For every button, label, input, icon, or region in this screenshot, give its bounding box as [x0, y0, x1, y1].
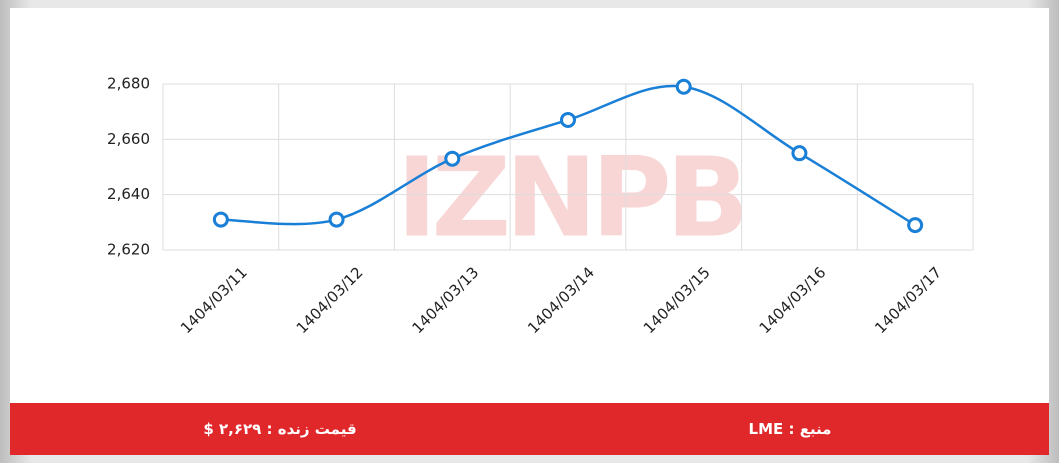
x-tick-label: 1404/03/14: [524, 263, 598, 337]
x-tick-label: 1404/03/17: [871, 263, 945, 337]
x-tick-label: 1404/03/11: [177, 263, 251, 337]
y-tick-label: 2,660: [107, 130, 150, 148]
footer: قیمت زنده : ۲,۶۲۹ $ منبع : LME: [10, 403, 1049, 455]
point: [444, 150, 461, 167]
point: [212, 211, 229, 228]
card: IZNPB 2,620 2,640 2,660 2,680 1404/03/11 1404…: [10, 8, 1049, 455]
point: [560, 111, 576, 128]
point: [328, 211, 345, 228]
y-tick-label: 2,640: [107, 185, 150, 203]
point: [791, 145, 808, 162]
x-tick-label: 1404/03/15: [640, 263, 714, 337]
y-tick-label: 2,680: [107, 75, 150, 93]
live-price: قیمت زنده : ۲,۶۲۹ $: [203, 420, 357, 438]
point: [907, 217, 924, 234]
x-tick-label: 1404/03/12: [293, 263, 367, 337]
y-tick-label: 2,620: [107, 241, 150, 259]
point: [675, 78, 692, 95]
x-tick-label: 1404/03/16: [756, 263, 830, 337]
x-tick-label: 1404/03/13: [408, 263, 482, 337]
source: منبع : LME: [748, 420, 832, 438]
